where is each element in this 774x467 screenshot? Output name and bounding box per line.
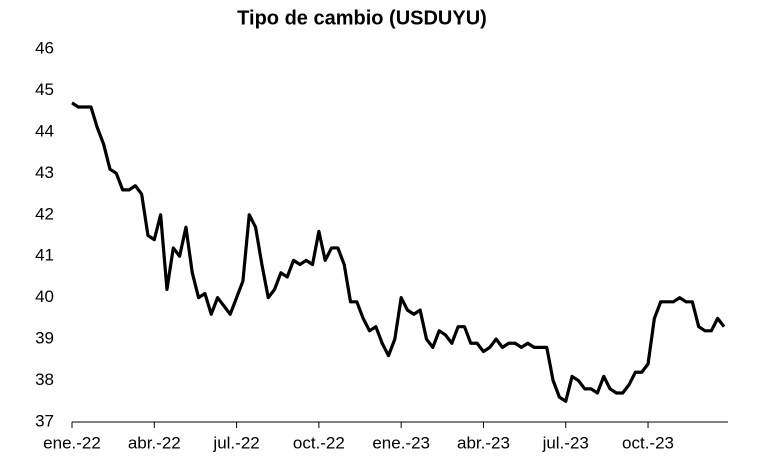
- y-tick-label: 37: [35, 411, 54, 430]
- x-tick-label: abr.-22: [128, 433, 181, 452]
- y-tick-label: 43: [35, 163, 54, 182]
- y-tick-label: 42: [35, 204, 54, 223]
- y-tick-label: 45: [35, 80, 54, 99]
- y-tick-label: 39: [35, 329, 54, 348]
- x-tick-label: ene.-22: [43, 433, 101, 452]
- x-tick-label: ene.-23: [372, 433, 430, 452]
- y-tick-label: 44: [35, 121, 54, 140]
- y-tick-label: 46: [35, 38, 54, 57]
- y-tick-label: 40: [35, 287, 54, 306]
- x-tick-label: abr.-23: [457, 433, 510, 452]
- x-tick-label: oct.-23: [622, 433, 674, 452]
- line: [71, 101, 726, 403]
- x-tick-label: oct.-22: [293, 433, 345, 452]
- chart-title: Tipo de cambio (USDUYU): [237, 7, 487, 29]
- x-tick-label: jul.-22: [212, 433, 259, 452]
- x-tick-label: jul.-23: [542, 433, 589, 452]
- y-tick-label: 38: [35, 370, 54, 389]
- y-tick-label: 41: [35, 246, 54, 265]
